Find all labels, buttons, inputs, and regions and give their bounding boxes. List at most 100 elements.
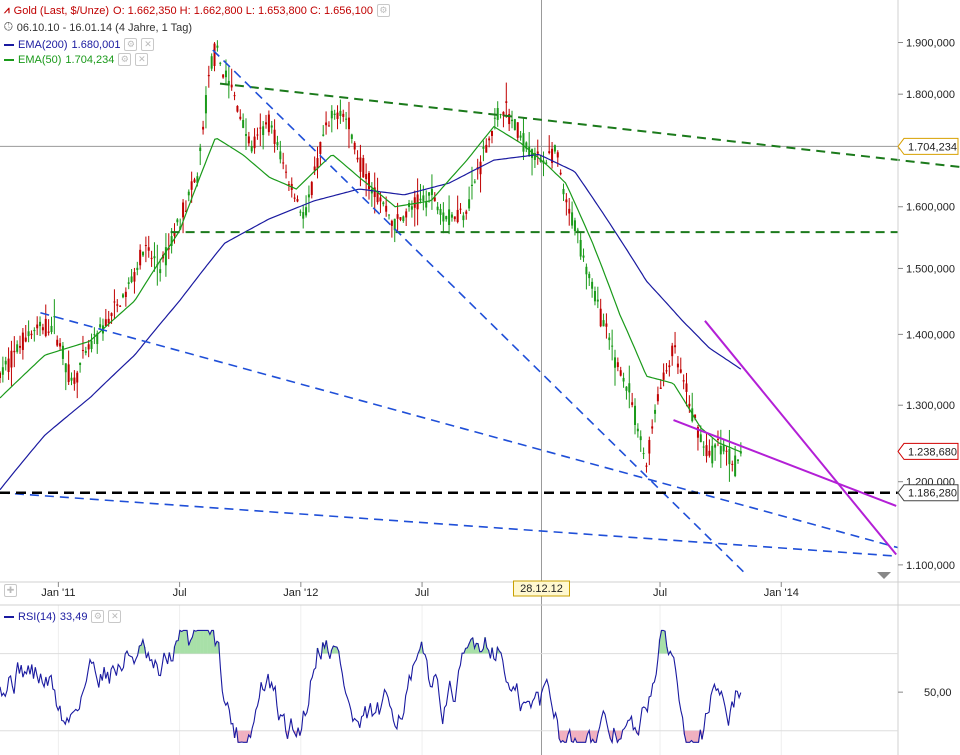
candle-body xyxy=(470,184,473,186)
ema50-close-icon[interactable]: ✕ xyxy=(135,53,149,66)
candle-body xyxy=(436,206,439,211)
scroll-down-icon[interactable] xyxy=(877,572,891,579)
candle-body xyxy=(588,273,591,279)
candle-body xyxy=(116,304,119,306)
rsi-close-icon[interactable]: ✕ xyxy=(108,610,122,623)
candle-body xyxy=(545,162,548,164)
settings-icon[interactable]: ⚙ xyxy=(376,4,390,17)
candle-body xyxy=(233,95,236,97)
candle-body xyxy=(350,134,353,139)
candle-body xyxy=(76,372,79,383)
candle-body xyxy=(651,426,654,429)
candle-body xyxy=(61,345,64,359)
candle-body xyxy=(136,267,139,271)
candle-body xyxy=(53,316,56,318)
rsi-tick-label: 50,00 xyxy=(924,687,952,699)
candle-body xyxy=(450,214,453,218)
candle-body xyxy=(645,465,648,467)
ema200-close-icon[interactable]: ✕ xyxy=(141,38,155,51)
candle-body xyxy=(631,402,634,405)
candle-body xyxy=(216,45,219,48)
candle-body xyxy=(442,212,445,222)
ema50-line xyxy=(0,125,742,453)
candle-body xyxy=(468,199,471,209)
candle-body xyxy=(473,181,476,183)
candle-body xyxy=(107,318,110,324)
ema50-settings-icon[interactable]: ⚙ xyxy=(118,53,132,66)
candle-body xyxy=(731,463,734,465)
y-tick-label: 1.100,000 xyxy=(906,560,955,572)
candle-body xyxy=(539,159,542,162)
ema200-settings-icon[interactable]: ⚙ xyxy=(124,38,138,51)
candle-body xyxy=(568,208,571,214)
rsi-settings-icon[interactable]: ⚙ xyxy=(91,610,105,623)
candle-body xyxy=(93,334,96,336)
candle-body xyxy=(419,198,422,201)
value-badge: 1.186,280 xyxy=(908,488,957,500)
candle-body xyxy=(719,445,722,455)
candle-body xyxy=(585,266,588,275)
candle-body xyxy=(193,179,196,183)
candle-body xyxy=(139,249,142,266)
candle-body xyxy=(639,436,642,441)
candle-body xyxy=(665,370,668,372)
candle-body xyxy=(347,117,350,130)
candle-body xyxy=(204,95,207,114)
candle-body xyxy=(213,43,216,66)
candle-body xyxy=(73,377,76,384)
candle-body xyxy=(536,151,539,154)
candle-body xyxy=(459,208,462,210)
candle-body xyxy=(516,122,519,138)
candle-body xyxy=(410,206,413,210)
candle-body xyxy=(456,209,459,223)
add-panel-button[interactable]: ✚ xyxy=(4,584,17,597)
value-badge: 1.238,680 xyxy=(908,446,957,458)
candle-body xyxy=(393,218,396,231)
candle-body xyxy=(722,445,725,452)
candle-body xyxy=(573,220,576,232)
candle-body xyxy=(702,446,705,448)
candle-body xyxy=(508,114,511,125)
candle-body xyxy=(402,216,405,222)
candle-body xyxy=(299,211,302,213)
candle-body xyxy=(104,319,107,327)
candle-body xyxy=(682,380,685,382)
candle-body xyxy=(207,74,210,77)
candle-body xyxy=(559,172,562,175)
candle-body xyxy=(711,445,714,464)
candle-body xyxy=(182,202,185,218)
ema200-line xyxy=(0,153,742,491)
candle-body xyxy=(24,337,27,342)
candle-body xyxy=(50,325,53,333)
candle-body xyxy=(187,191,190,196)
candle-body xyxy=(133,272,136,282)
candle-body xyxy=(47,331,50,333)
candle-body xyxy=(385,205,388,212)
candle-body xyxy=(611,345,614,347)
rsi-swatch xyxy=(4,615,14,618)
candle-body xyxy=(81,349,84,351)
candle-body xyxy=(679,369,682,373)
candle-body xyxy=(448,209,451,226)
candle-body xyxy=(159,269,162,274)
candle-body xyxy=(302,212,305,219)
candle-body xyxy=(488,138,491,141)
x-tick-label: Jul xyxy=(653,587,667,599)
candle-body xyxy=(196,176,199,184)
candle-body xyxy=(79,362,82,365)
candle-body xyxy=(571,212,574,226)
candle-body xyxy=(270,125,273,128)
candle-body xyxy=(110,313,113,317)
candle-body xyxy=(90,340,93,349)
add-panel-button-wrap: ✚ xyxy=(4,584,17,597)
candle-body xyxy=(13,350,16,353)
candle-body xyxy=(319,141,322,154)
candle-body xyxy=(316,158,319,169)
candle-body xyxy=(10,350,13,368)
candle-body xyxy=(253,136,256,149)
blue-fan-line xyxy=(40,312,899,549)
ohlc-values: O: 1.662,350 H: 1.662,800 L: 1.653,800 C… xyxy=(113,4,373,17)
candle-body xyxy=(479,161,482,175)
candle-body xyxy=(725,450,728,452)
candle-body xyxy=(676,363,679,368)
